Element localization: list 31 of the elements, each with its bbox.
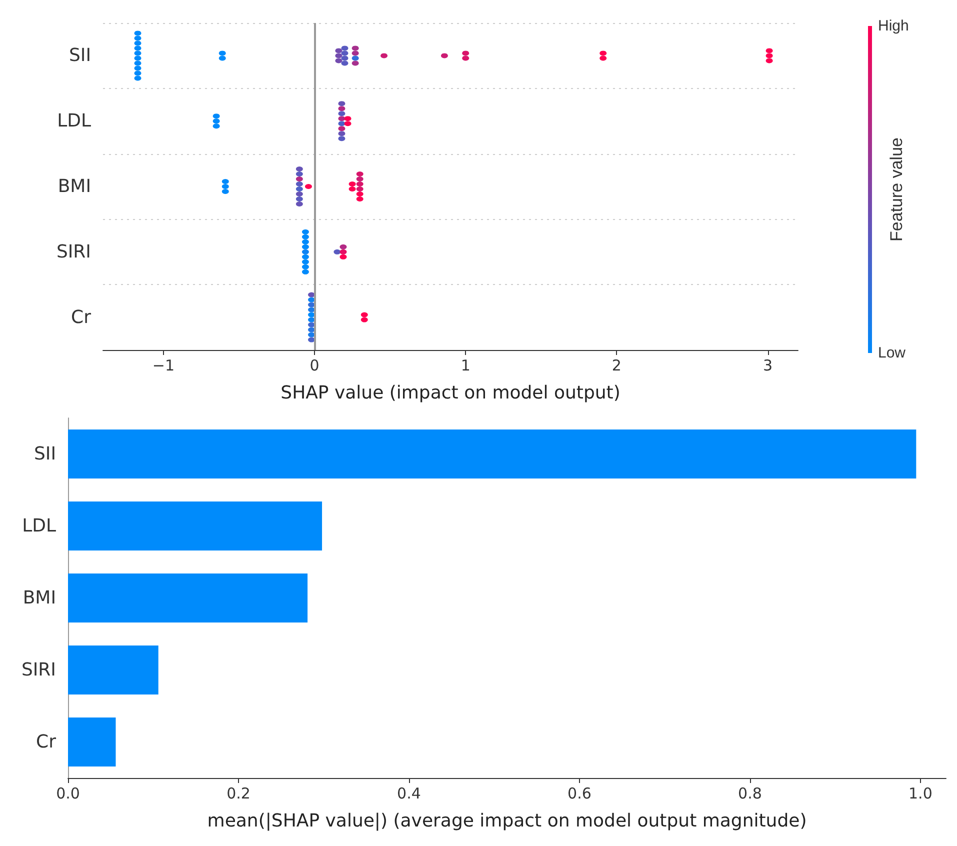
x-tick-label: 0.0 (56, 784, 80, 802)
y-tick-label: SII (68, 45, 91, 66)
x-axis-title: mean(|SHAP value|) (average impact on model output magnitude) (207, 810, 807, 832)
y-tick-label: Cr (71, 306, 92, 328)
x-tick-label: 0.2 (226, 784, 250, 802)
bar (68, 574, 308, 622)
x-tick-label: 1 (460, 356, 470, 374)
y-tick-label: LDL (57, 110, 91, 132)
x-tick-label: 3 (763, 356, 773, 374)
y-tick-label: SIRI (56, 241, 91, 262)
color-bar-title: Feature value (887, 138, 906, 242)
x-tick-label: 0.6 (568, 784, 592, 802)
x-tick-label: 0 (310, 356, 320, 374)
x-tick-label: 0.4 (397, 784, 421, 802)
x-axis-title: SHAP value (impact on model output) (280, 382, 620, 404)
x-tick-label: 2 (612, 356, 622, 374)
text: Low (878, 344, 906, 362)
text: High (878, 18, 909, 34)
y-tick-label: BMI (22, 588, 56, 608)
y-tick-label: LDL (22, 516, 56, 536)
bar (68, 718, 116, 766)
y-tick-label: SII (34, 444, 56, 464)
y-tick-label: Cr (36, 732, 57, 752)
x-tick-label: −1 (152, 356, 174, 374)
bar (68, 430, 916, 478)
bar (68, 646, 158, 694)
x-tick-label: 1.0 (908, 784, 932, 802)
x-tick-label: 0.8 (738, 784, 762, 802)
bar (68, 502, 322, 550)
y-tick-label: BMI (58, 176, 91, 197)
y-tick-label: SIRI (21, 660, 56, 680)
